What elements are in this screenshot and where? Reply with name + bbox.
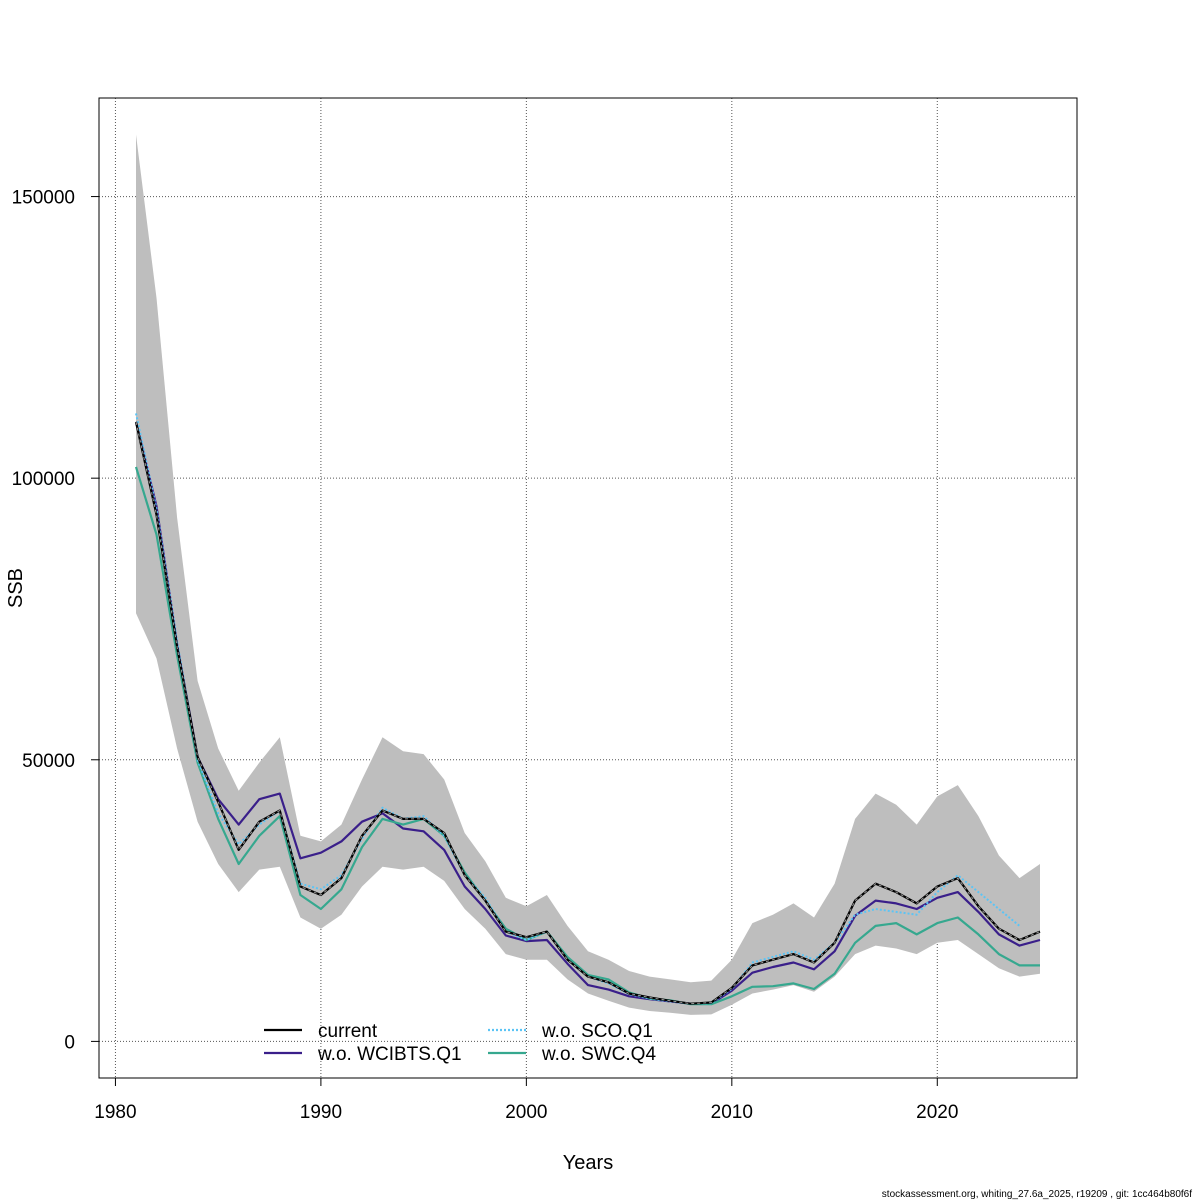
x-axis: 1980 1990 2000 2010 2020 (94, 1077, 958, 1123)
y-tick-label-50000: 50000 (22, 751, 75, 772)
y-tick-label-0: 0 (64, 1032, 75, 1053)
series-lines-layer (134, 413, 1041, 1006)
series-line-w-o-swc-q4 (134, 466, 1040, 1006)
legend-label-w-o-swc-q4: w.o. SWC.Q4 (541, 1044, 656, 1065)
confidence-band (136, 134, 1040, 1015)
y-tick-label-150000: 150000 (12, 188, 75, 209)
footer-credit: stockassessment.org, whiting_27.6a_2025,… (882, 1189, 1192, 1200)
legend-label-w-o-wcibts-q1: w.o. WCIBTS.Q1 (317, 1044, 462, 1065)
y-axis: 0 50000 100000 150000 (12, 188, 100, 1053)
series-line-current-dash (135, 421, 1041, 1005)
x-tick-label-1990: 1990 (300, 1102, 342, 1123)
x-tick-label-2020: 2020 (916, 1102, 958, 1123)
legend-label-current: current (318, 1021, 378, 1042)
y-axis-title: SSB (5, 568, 27, 608)
series-line-w-o-wcibts-q1 (134, 421, 1041, 1005)
x-axis-title: Years (563, 1152, 613, 1174)
x-tick-label-2010: 2010 (711, 1102, 753, 1123)
y-tick-label-100000: 100000 (12, 469, 75, 490)
legend-label-w-o-sco-q1: w.o. SCO.Q1 (541, 1021, 653, 1042)
x-tick-label-2000: 2000 (505, 1102, 547, 1123)
confidence-band-layer (136, 134, 1040, 1015)
x-tick-label-1980: 1980 (94, 1102, 136, 1123)
